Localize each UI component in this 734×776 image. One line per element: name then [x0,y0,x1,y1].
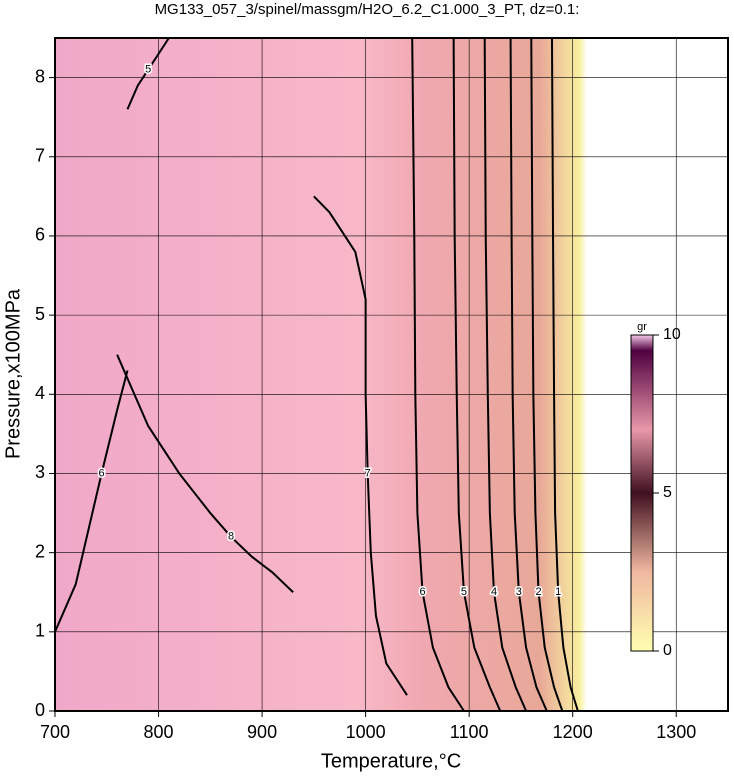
x-tick-label: 700 [40,722,70,742]
colorbar-tick-label: 10 [663,326,681,343]
y-tick-label: 8 [35,66,45,86]
contour-line [411,37,465,712]
contour-line [509,37,548,712]
contour-line [126,37,170,110]
contour-label: 1 [555,586,561,598]
contour-line [483,37,528,712]
contour-label: 8 [228,531,234,543]
contour-line [452,37,502,712]
colorbar [630,334,654,652]
y-tick-label: 4 [35,383,45,403]
y-tick-label: 7 [35,146,45,166]
contour-label: 5 [145,64,151,76]
x-tick-label: 1200 [553,722,593,742]
chart-title: MG133_057_3/spinel/massgm/H2O_6.2_C1.000… [155,1,580,18]
contour-label: 7 [365,467,371,479]
x-tick-label: 1300 [656,722,696,742]
y-tick-label: 3 [35,462,45,482]
plot-frame [54,37,729,712]
y-tick-label: 2 [35,541,45,561]
y-tick-label: 0 [35,700,45,720]
y-axis-title: Pressure,x100MPa [2,288,24,459]
contour-line [530,37,564,712]
contour-label: 3 [516,586,522,598]
contour-label: 6 [419,586,425,598]
y-tick-label: 1 [35,621,45,641]
contour-label: 4 [491,586,497,598]
contour-label: 5 [461,586,467,598]
contour-fill [55,38,728,711]
colorbar-tick-label: 5 [663,484,672,501]
x-axis-title: Temperature,°C [321,750,461,772]
colorbar-tick-label: 0 [663,642,672,659]
contour-line [313,195,408,696]
x-tick-label: 900 [247,722,277,742]
contour-line [54,370,129,633]
contour-label: 2 [535,586,541,598]
contour-line [550,37,579,712]
contour-line [116,354,294,593]
colorbar-label: gr [637,321,647,333]
x-tick-label: 1100 [450,722,489,742]
contour-label: 6 [99,467,105,479]
x-tick-label: 1000 [346,722,386,742]
x-tick-label: 800 [144,722,174,742]
y-tick-label: 5 [35,304,45,324]
y-tick-label: 6 [35,225,45,245]
